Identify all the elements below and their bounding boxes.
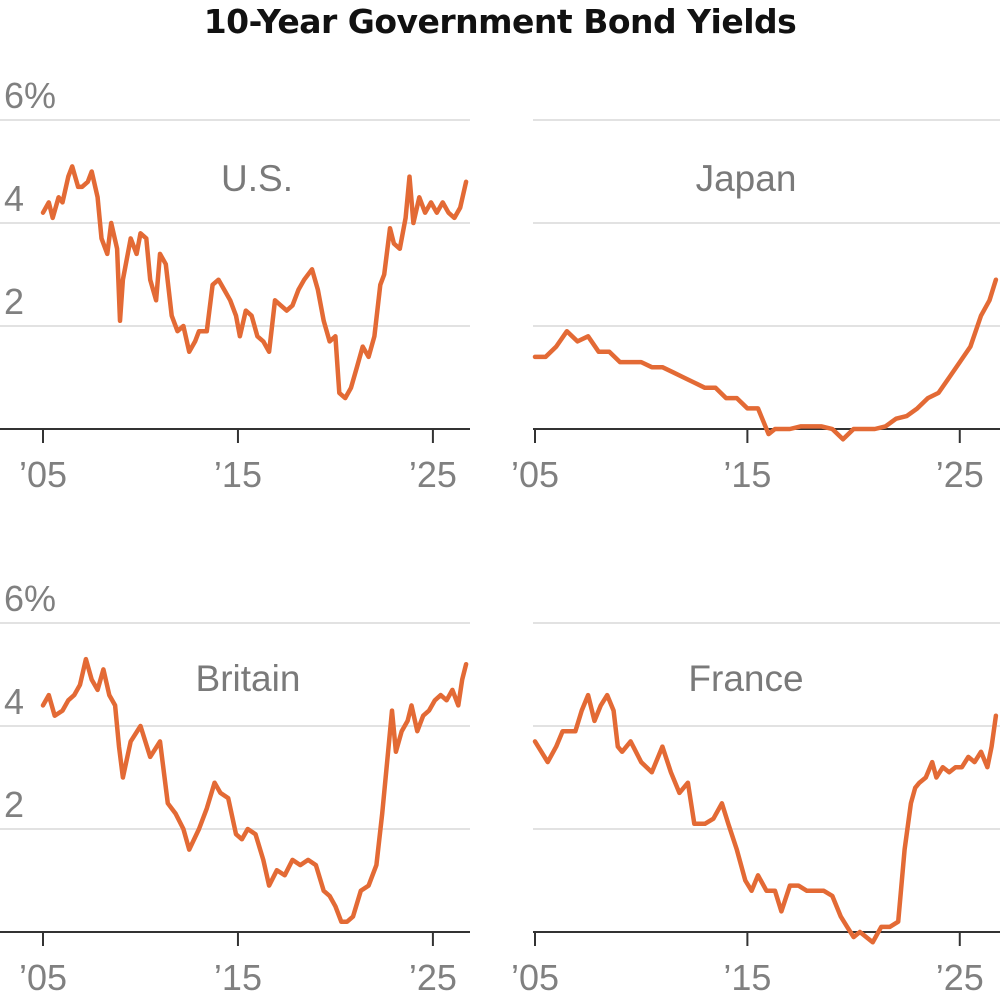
panel-label: France bbox=[688, 658, 803, 699]
y-tick-label: 6% bbox=[4, 578, 56, 619]
chart-title: 10-Year Government Bond Yields bbox=[203, 2, 797, 41]
panel-us: 2 4 6% ’05 ’15 ’25 U.S. bbox=[0, 75, 470, 495]
panel-label: Britain bbox=[196, 658, 301, 699]
y-tick-label: 4 bbox=[4, 681, 24, 722]
panel-label: U.S. bbox=[221, 158, 293, 199]
y-tick-label: 4 bbox=[4, 178, 24, 219]
panel-france: ’05 ’15 ’25 France bbox=[511, 622, 1000, 998]
x-tick-label: ’05 bbox=[19, 957, 67, 998]
y-tick-label: 2 bbox=[4, 784, 24, 825]
x-tick-label: ’15 bbox=[214, 957, 262, 998]
series-line bbox=[532, 692, 999, 945]
x-tick-label: ’05 bbox=[511, 454, 559, 495]
series-line bbox=[40, 656, 469, 924]
x-tick-label: ’25 bbox=[936, 957, 984, 998]
y-tick-label: 2 bbox=[4, 281, 24, 322]
x-tick-label: ’25 bbox=[409, 454, 457, 495]
panel-label: Japan bbox=[696, 158, 797, 199]
x-tick-label: ’25 bbox=[936, 454, 984, 495]
x-tick-label: ’15 bbox=[214, 454, 262, 495]
x-tick-label: ’05 bbox=[511, 957, 559, 998]
x-tick-label: ’25 bbox=[409, 957, 457, 998]
x-tick-label: ’15 bbox=[723, 454, 771, 495]
panel-japan: ’05 ’15 ’25 Japan bbox=[511, 119, 1000, 495]
series-line bbox=[532, 277, 999, 442]
x-tick-label: ’05 bbox=[19, 454, 67, 495]
x-tick-label: ’15 bbox=[723, 957, 771, 998]
series-line bbox=[40, 164, 469, 401]
panel-britain: 2 4 6% ’05 ’15 ’25 Britain bbox=[0, 578, 470, 998]
y-tick-label: 6% bbox=[4, 75, 56, 116]
